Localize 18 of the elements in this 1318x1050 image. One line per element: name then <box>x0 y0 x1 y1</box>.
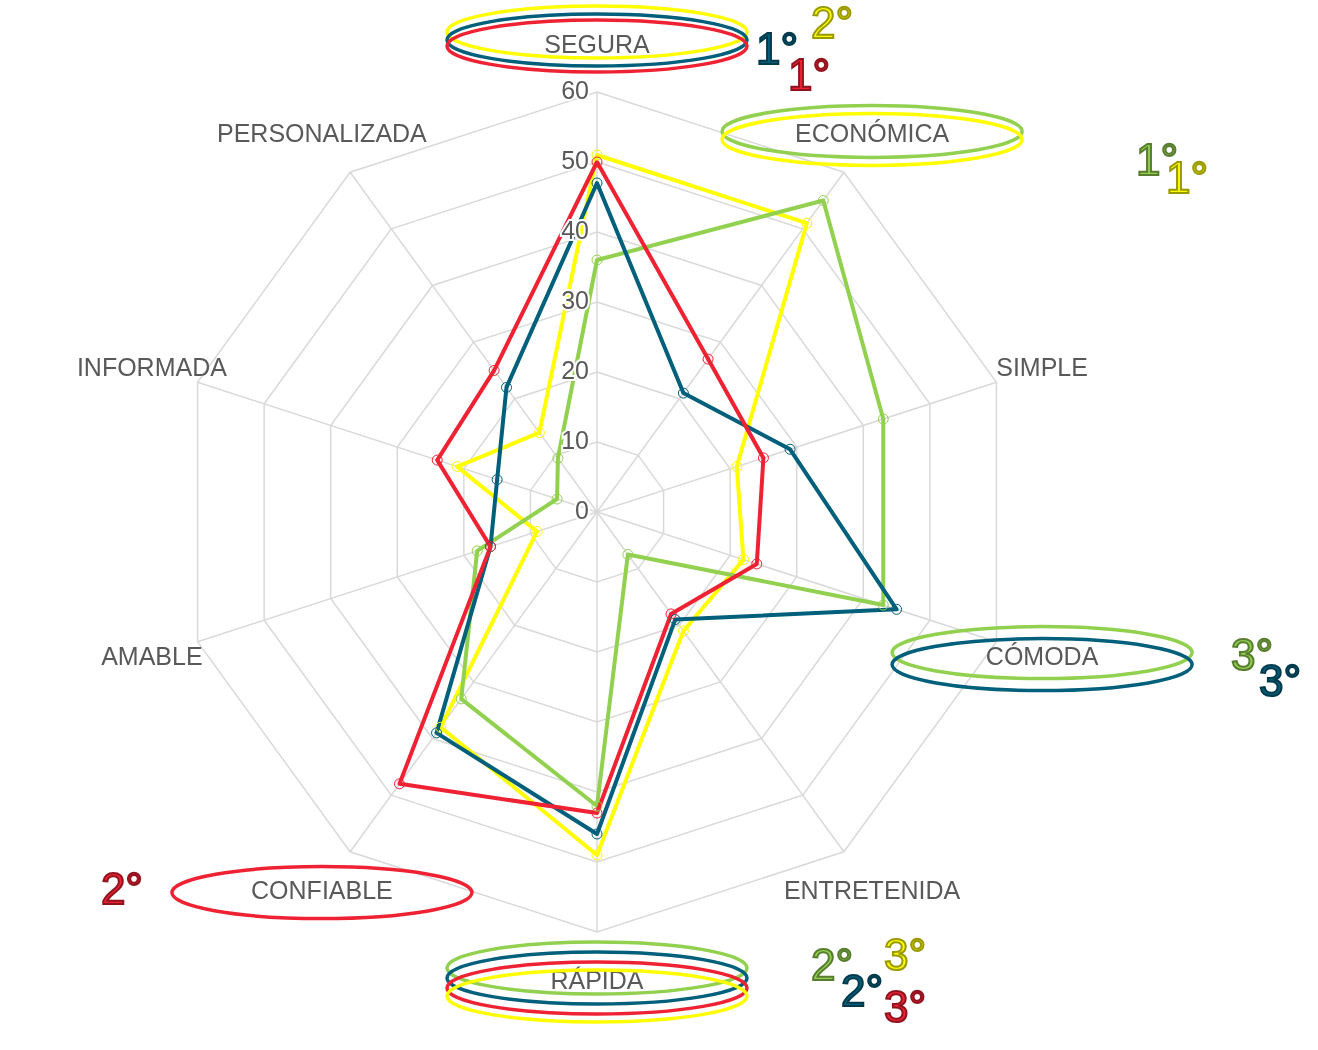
y-tick-label: 50 <box>561 145 589 174</box>
text: 2° <box>100 864 143 914</box>
spoke-label: INFORMADA <box>76 352 228 381</box>
spoke-label: ECONÓMICA <box>794 118 950 147</box>
spoke-label: ENTRETENIDA <box>783 876 961 905</box>
spoke-label: SIMPLE <box>996 352 1088 381</box>
text: 2° <box>810 0 854 47</box>
spoke-label: CONFIABLE <box>251 876 393 905</box>
spoke-label: RÁPIDA <box>550 965 644 994</box>
y-tick-label: 10 <box>561 425 589 454</box>
spoke-label: CÓMODA <box>985 642 1099 671</box>
y-tick-label: 0 <box>575 495 589 524</box>
text: 3° <box>883 929 927 979</box>
spoke-label: SEGURA <box>544 29 651 58</box>
text: 3° <box>883 981 927 1031</box>
y-tick-label: 60 <box>561 75 589 104</box>
spoke-label: PERSONALIZADA <box>217 118 428 147</box>
spoke-label: AMABLE <box>101 642 203 671</box>
